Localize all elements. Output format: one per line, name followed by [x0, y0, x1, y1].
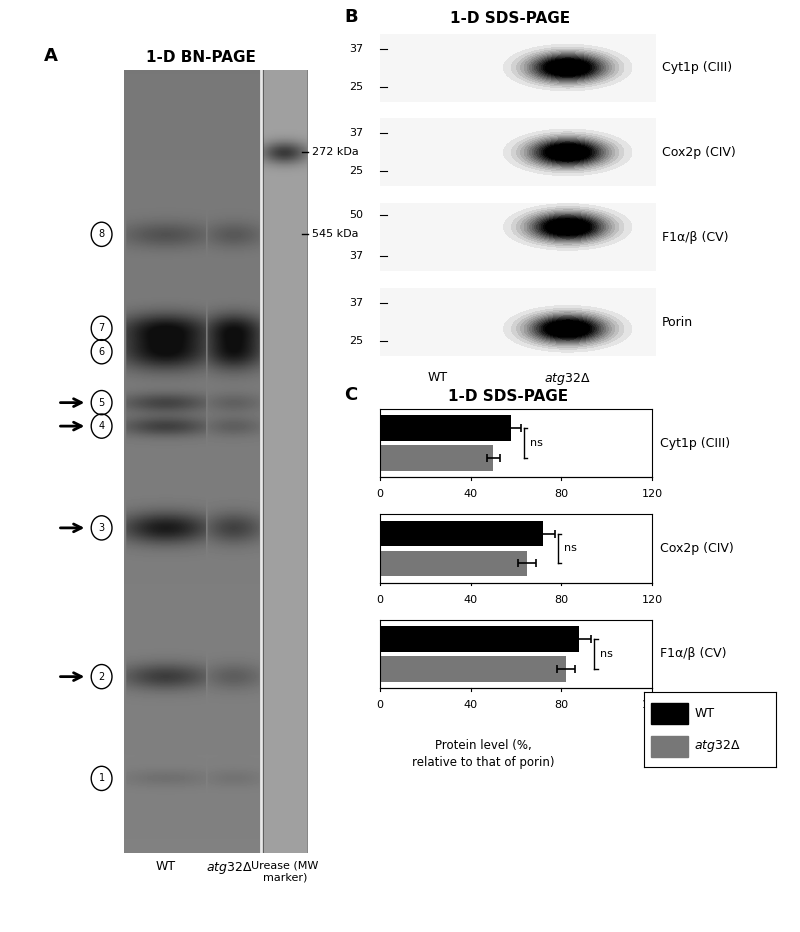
Text: B: B [344, 8, 358, 26]
Bar [650, 735, 687, 757]
Text: WT: WT [428, 371, 448, 384]
Text: ns: ns [530, 438, 542, 448]
Text: WT: WT [694, 706, 714, 720]
Text: 8: 8 [98, 229, 105, 240]
Text: A: A [44, 48, 58, 65]
Text: 40: 40 [464, 700, 478, 710]
Bar [380, 445, 494, 471]
Bar [380, 551, 527, 576]
Text: Protein level (%,
relative to that of porin): Protein level (%, relative to that of po… [412, 739, 554, 769]
Text: 37: 37 [350, 44, 363, 53]
Text: 0: 0 [377, 595, 383, 605]
Text: 1-D SDS-PAGE: 1-D SDS-PAGE [448, 390, 568, 404]
Text: 80: 80 [554, 595, 568, 605]
Text: 80: 80 [554, 700, 568, 710]
Text: Cyt1p (CIII): Cyt1p (CIII) [662, 62, 732, 74]
Text: Cox2p (CIV): Cox2p (CIV) [662, 146, 735, 158]
Text: F1α/β (CV): F1α/β (CV) [660, 648, 726, 660]
Text: 25: 25 [350, 336, 363, 346]
Text: 545 kDa: 545 kDa [312, 229, 358, 240]
Text: $atg32\Delta$: $atg32\Delta$ [544, 371, 591, 387]
Bar [380, 626, 579, 651]
Text: 50: 50 [350, 211, 363, 221]
Bar [380, 656, 566, 681]
Text: Cyt1p (CIII): Cyt1p (CIII) [660, 437, 730, 449]
Text: 40: 40 [464, 595, 478, 605]
Text: Porin: Porin [662, 316, 693, 328]
Text: 3: 3 [98, 523, 105, 533]
Text: ns: ns [563, 543, 577, 554]
Text: 25: 25 [350, 167, 363, 176]
Text: 40: 40 [464, 489, 478, 500]
Text: 4: 4 [98, 421, 105, 432]
Text: Urease (MW
marker): Urease (MW marker) [251, 860, 318, 883]
Text: ns: ns [600, 649, 613, 659]
Text: 272 kDa: 272 kDa [312, 147, 358, 158]
Bar [650, 703, 687, 724]
Text: 120: 120 [642, 489, 662, 500]
Text: 120: 120 [642, 700, 662, 710]
Text: 25: 25 [350, 82, 363, 91]
Text: 7: 7 [98, 323, 105, 334]
Text: $atg32\Delta$: $atg32\Delta$ [206, 860, 254, 876]
Text: 37: 37 [350, 252, 363, 261]
Text: 37: 37 [350, 298, 363, 308]
Text: 6: 6 [98, 347, 105, 357]
Text: 80: 80 [554, 489, 568, 500]
Text: WT: WT [155, 860, 175, 873]
Text: 1: 1 [98, 774, 105, 784]
Text: 2: 2 [98, 672, 105, 681]
Text: 120: 120 [642, 595, 662, 605]
Text: 1-D SDS-PAGE: 1-D SDS-PAGE [450, 11, 570, 26]
Text: 1-D BN-PAGE: 1-D BN-PAGE [146, 50, 256, 65]
Text: 37: 37 [350, 129, 363, 138]
Text: 0: 0 [377, 489, 383, 500]
Text: C: C [344, 387, 358, 404]
Text: 0: 0 [377, 700, 383, 710]
Bar [380, 521, 543, 546]
Text: Cox2p (CIV): Cox2p (CIV) [660, 542, 734, 555]
Text: F1α/β (CV): F1α/β (CV) [662, 231, 728, 243]
Text: $atg32\Delta$: $atg32\Delta$ [694, 738, 741, 754]
Text: 5: 5 [98, 398, 105, 407]
Bar [380, 416, 511, 441]
